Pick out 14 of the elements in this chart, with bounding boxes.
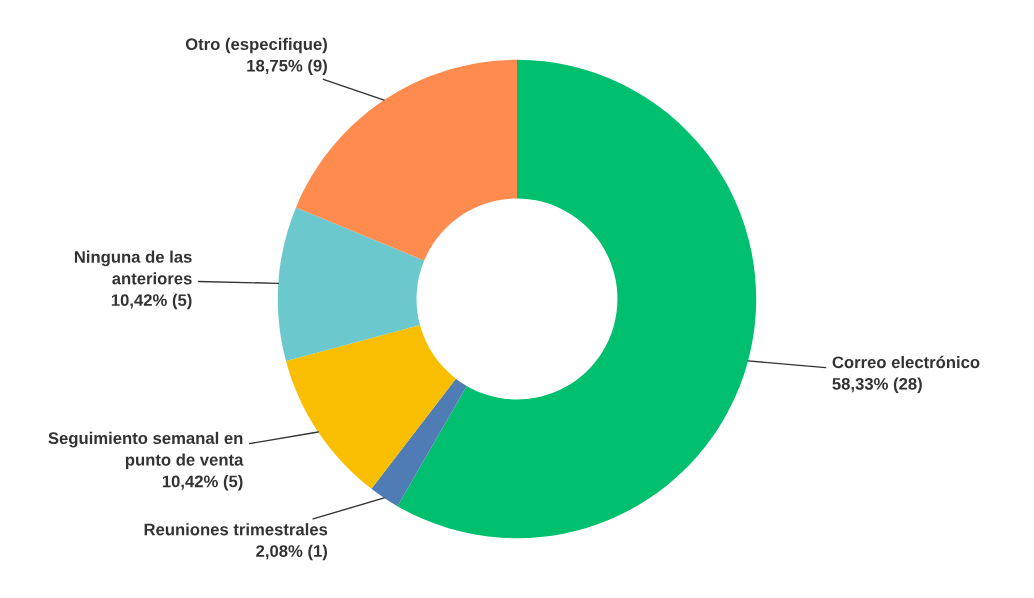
- donut-slice: [397, 59, 757, 539]
- slice-label: Reuniones trimestrales: [144, 523, 328, 536]
- data-label: 10,42% (5): [162, 475, 243, 491]
- slice-label: Ninguna de las anteriores: [74, 250, 192, 285]
- data-label: 18,75% (9): [247, 59, 327, 75]
- data-label: 58,33% (28): [832, 377, 922, 394]
- donut-slice: [371, 378, 467, 507]
- slice-label: Otro (especifique): [185, 37, 327, 54]
- slice-label: Seguimiento semanal en punto de venta: [48, 431, 244, 470]
- slice-label: Correo electrónico: [832, 355, 980, 369]
- donut-slice: [285, 325, 456, 489]
- data-label: 2,08% (1): [256, 544, 328, 561]
- donut-slice: [277, 207, 425, 361]
- data-label: 10,42% (5): [111, 293, 192, 310]
